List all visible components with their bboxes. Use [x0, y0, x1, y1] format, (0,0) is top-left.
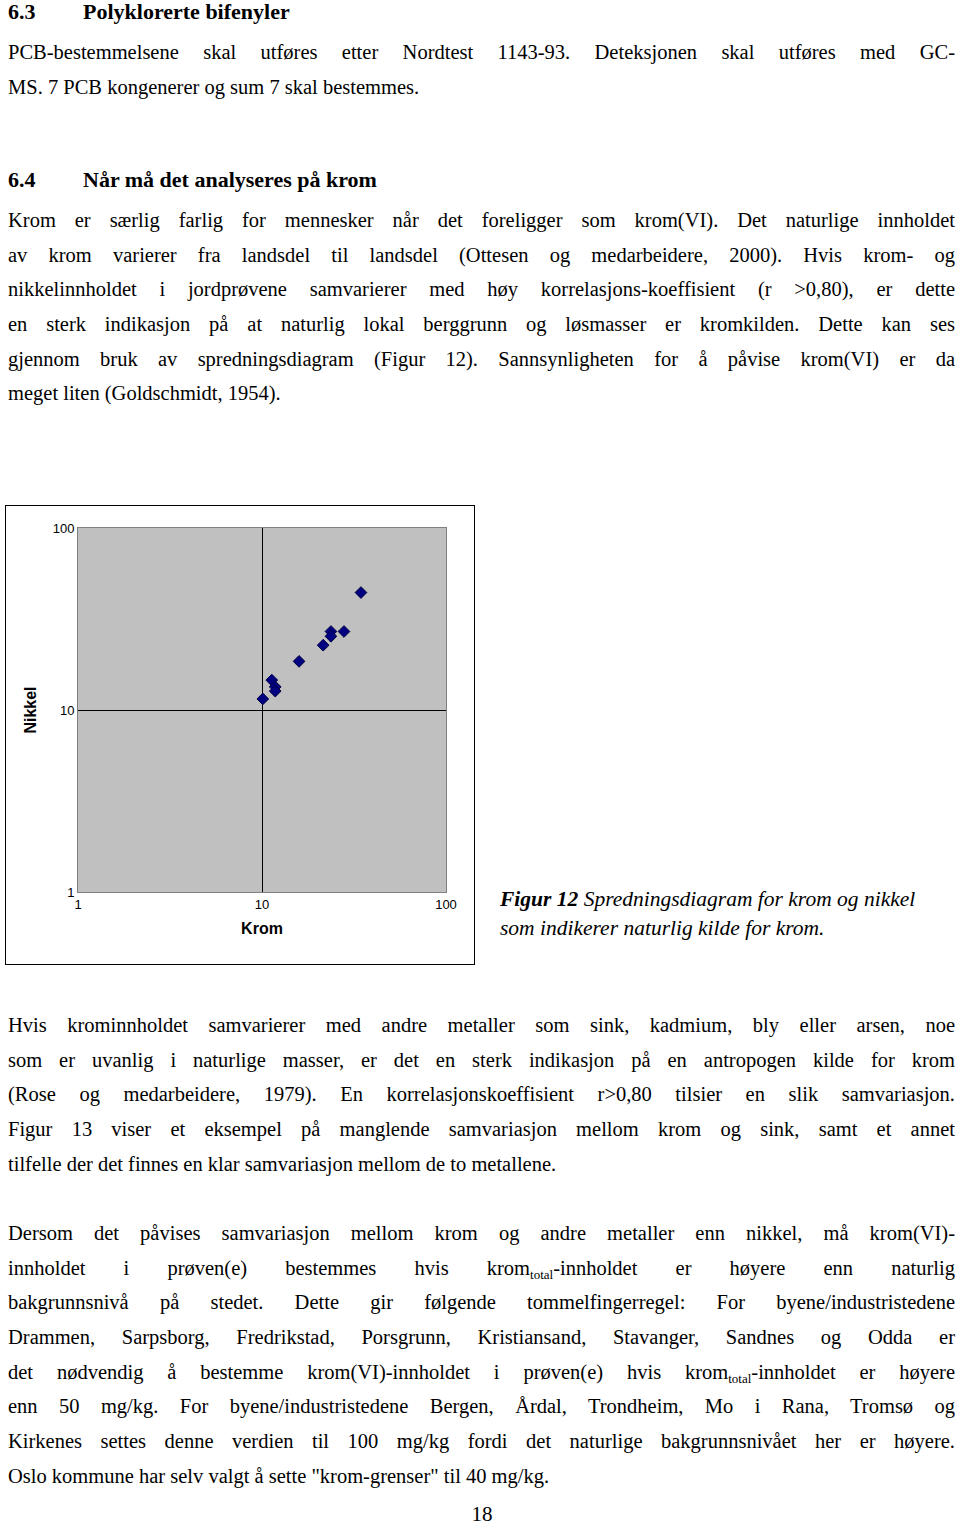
- svg-text:1: 1: [74, 897, 81, 912]
- html-text:en sterk indikasjon på at natu: en sterk indikasjon på at naturlig lokal…: [8, 313, 955, 336]
- html-text:Oslo kommune har selv valgt å: Oslo kommune har selv valgt å sette "kro…: [8, 1464, 550, 1487]
- html-text:PCB-bestemmelsene skal utføres: PCB-bestemmelsene skal utføres etter Nor…: [8, 41, 955, 63]
- html-text:(Rose og medarbeidere, 1979).: (Rose og medarbeidere, 1979). En korrela…: [8, 1083, 955, 1106]
- svg-text:10: 10: [60, 703, 74, 718]
- html-text:det nødvendig å bestemme krom(: det nødvendig å bestemme krom(VI)-innhol…: [8, 1360, 955, 1386]
- html-text:nikkelinnholdet i jordprøvene: nikkelinnholdet i jordprøvene samvariere…: [8, 278, 955, 301]
- html-text:som er uvanlig i naturlige mas: som er uvanlig i naturlige masser, er de…: [8, 1048, 955, 1071]
- svg-text:1: 1: [67, 885, 74, 900]
- html-text:6.4: 6.4: [8, 167, 36, 192]
- svg-text:Nikkel: Nikkel: [22, 686, 39, 733]
- html-text:Krom er særlig farlig for menn: Krom er særlig farlig for mennesker når …: [8, 209, 955, 231]
- html-text:MS. 7 PCB kongenerer og sum 7: MS. 7 PCB kongenerer og sum 7 skal beste…: [8, 75, 420, 98]
- html-text:Kirkenes settes denne verdien: Kirkenes settes denne verdien til 100 mg…: [8, 1430, 955, 1453]
- html-text:Hvis krominnholdet samvarierer: Hvis krominnholdet samvarierer med andre…: [8, 1014, 955, 1036]
- svg-text:Krom: Krom: [241, 920, 283, 937]
- html-text:innholdet i prøven(e) bestemme: innholdet i prøven(e) bestemmes hvis kro…: [8, 1256, 955, 1282]
- html-text:Figur 13 viser et eksempel på: Figur 13 viser et eksempel på manglende …: [8, 1118, 955, 1141]
- html-text:18: 18: [471, 1502, 493, 1526]
- html-text:meget liten (Goldschmidt, 1954: meget liten (Goldschmidt, 1954).: [8, 382, 281, 405]
- html-text:6.3: 6.3: [8, 0, 36, 24]
- html-text:Drammen, Sarpsborg, Fredriksta: Drammen, Sarpsborg, Fredrikstad, Porsgru…: [8, 1326, 955, 1349]
- html-text:Polyklorerte bifenyler: Polyklorerte bifenyler: [83, 0, 290, 24]
- svg-text:100: 100: [53, 521, 75, 536]
- html-text:Dersom det påvises samvariasjo: Dersom det påvises samvariasjon mellom k…: [8, 1222, 955, 1244]
- html-text:gjennom bruk av spredningsdiag: gjennom bruk av spredningsdiagram (Figur…: [8, 347, 955, 370]
- html-text:bakgrunnsnivå på stedet. Dette: bakgrunnsnivå på stedet. Dette gir følge…: [8, 1291, 955, 1314]
- html-text:Figur 12 Spredningsdiagram for: Figur 12 Spredningsdiagram for krom og n…: [500, 887, 916, 940]
- svg-text:10: 10: [255, 897, 269, 912]
- html-text:tilfelle der det finnes en kla: tilfelle der det finnes en klar samvaria…: [8, 1152, 557, 1175]
- html-text:enn 50 mg/kg. For byene/indust: enn 50 mg/kg. For byene/industristedene …: [8, 1395, 955, 1418]
- svg-text:100: 100: [435, 897, 457, 912]
- html-text:av krom varierer fra landsdel: av krom varierer fra landsdel til landsd…: [8, 243, 955, 266]
- html-text:Når må det analyseres på krom: Når må det analyseres på krom: [83, 167, 377, 192]
